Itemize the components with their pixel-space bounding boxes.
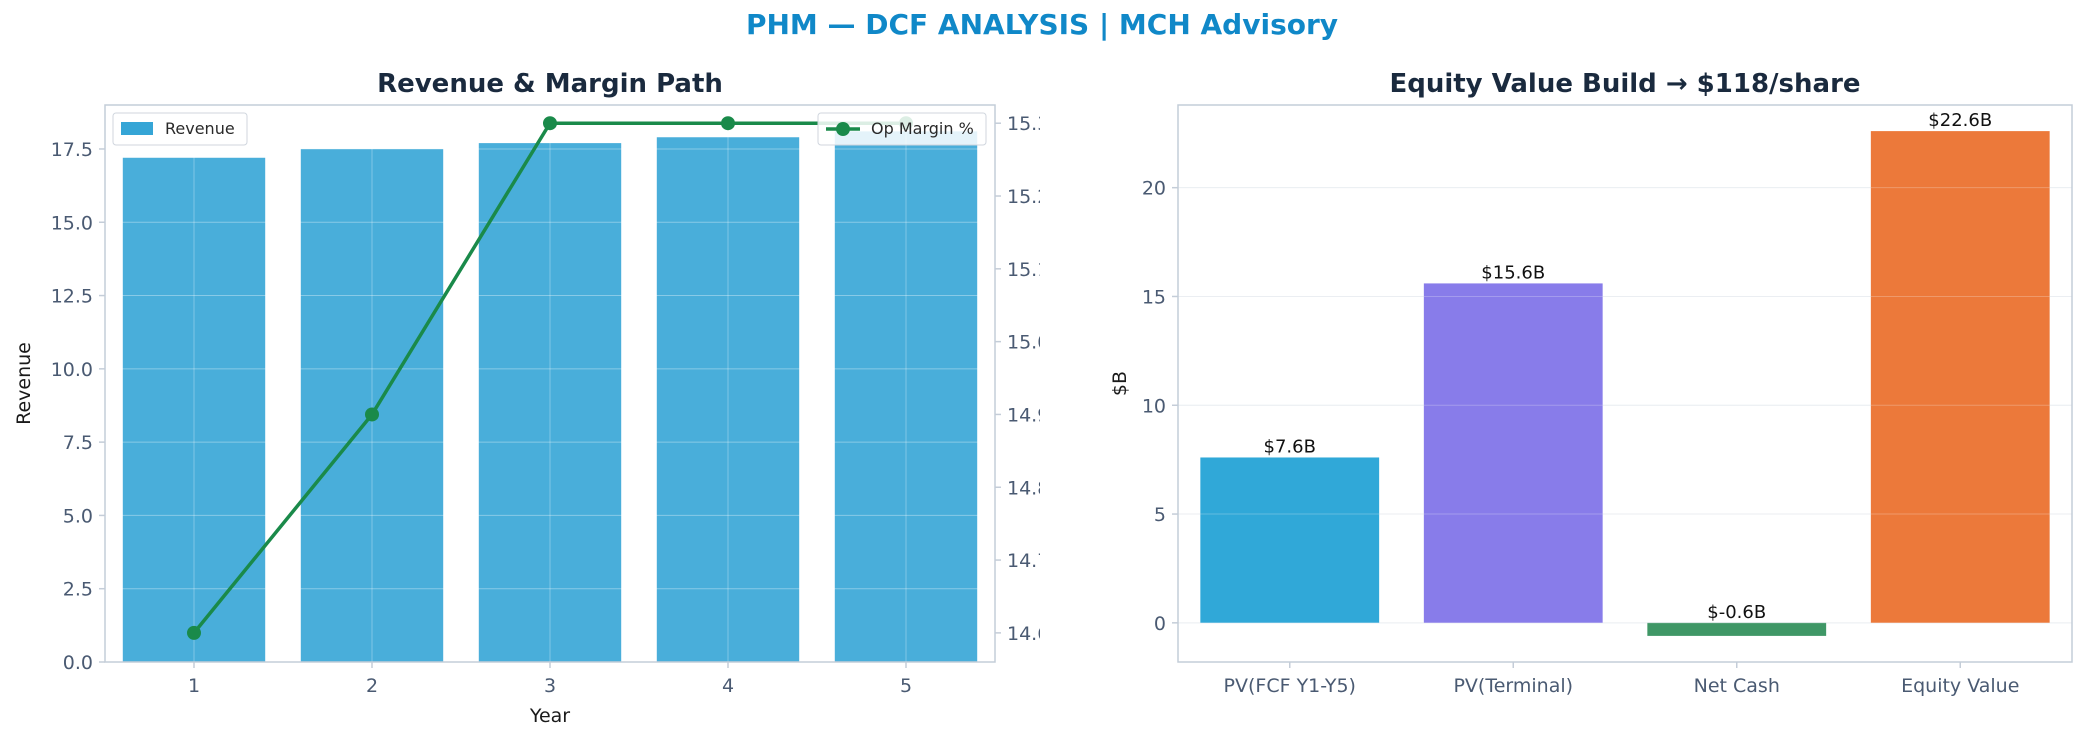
data-label: $-0.6B xyxy=(1707,602,1766,623)
legend-label: Op Margin % xyxy=(871,119,974,138)
y-tick-label: 15.0 xyxy=(51,212,93,234)
y-tick-label: 0 xyxy=(1154,613,1166,635)
x-tick-label: 1 xyxy=(188,675,200,697)
y-tick-label: 15 xyxy=(1142,286,1166,308)
y2-tick-label: 14.9 xyxy=(1007,404,1040,426)
revenue-bar xyxy=(122,157,266,662)
x-tick-label: 4 xyxy=(722,675,734,697)
equity-bar xyxy=(1200,457,1380,623)
revenue-margin-chart: Revenue & Margin Path 0.0 2.5 5.0 7.5 10.0 12.… xyxy=(13,69,1040,727)
y2-tick-label: 15.3 xyxy=(1007,113,1040,135)
legend-revenue: Revenue xyxy=(112,112,248,146)
equity-bar xyxy=(1870,131,2050,623)
x-tick-label: PV(FCF Y1-Y5) xyxy=(1224,675,1356,697)
x-tick-label: 3 xyxy=(544,675,556,697)
page-title: PHM — DCF ANALYSIS | MCH Advisory xyxy=(745,8,1339,41)
y-tick-label: 20 xyxy=(1142,178,1166,200)
data-label: $22.6B xyxy=(1928,110,1992,131)
op-margin-point xyxy=(543,116,557,131)
equity-bar xyxy=(1423,283,1603,623)
op-margin-point xyxy=(721,116,735,131)
y-tick-label: 12.5 xyxy=(51,286,93,308)
x-tick-label: PV(Terminal) xyxy=(1453,675,1573,697)
data-label: $15.6B xyxy=(1481,262,1545,283)
x-tick-label: Net Cash xyxy=(1694,675,1780,697)
equity-value-chart: Equity Value Build → $118/share $7.6B $15.… xyxy=(1109,69,2073,697)
y2-tick-label: 15.0 xyxy=(1007,332,1040,354)
y-axis-label: $B xyxy=(1109,371,1131,396)
y-tick-label: 10.0 xyxy=(51,359,93,381)
y2-tick-label: 14.7 xyxy=(1007,550,1040,572)
y-tick-label: 5.0 xyxy=(63,505,93,527)
revenue-bar xyxy=(300,148,444,662)
y-tick-label: 5 xyxy=(1154,504,1166,526)
plot-frame xyxy=(1177,104,2073,663)
chart-title: Equity Value Build → $118/share xyxy=(1389,69,1860,99)
op-margin-point xyxy=(187,625,201,640)
legend-label: Revenue xyxy=(165,119,235,138)
y-tick-label: 10 xyxy=(1142,395,1166,417)
legend-op-margin: Op Margin % xyxy=(817,112,987,146)
revenue-bar xyxy=(656,137,800,662)
legend-box xyxy=(817,112,987,146)
x-tick-label: Equity Value xyxy=(1901,675,2019,697)
revenue-bar xyxy=(834,131,978,662)
y-axis-label: Revenue xyxy=(13,342,35,425)
op-margin-point xyxy=(365,407,379,422)
y2-tick-label: 15.1 xyxy=(1007,259,1040,281)
x-tick-label: 5 xyxy=(900,675,912,697)
y2-tick-label: 14.6 xyxy=(1007,623,1040,645)
y-tick-label: 0.0 xyxy=(63,652,93,674)
y-tick-label: 7.5 xyxy=(63,432,93,454)
legend-swatch xyxy=(121,122,153,135)
chart-title: Revenue & Margin Path xyxy=(377,69,723,99)
data-label: $7.6B xyxy=(1264,436,1316,457)
equity-bar xyxy=(1647,622,1827,636)
x-tick-label: 2 xyxy=(366,675,378,697)
y-tick-label: 17.5 xyxy=(51,139,93,161)
y2-tick-label: 14.8 xyxy=(1007,477,1040,499)
revenue-bar xyxy=(478,143,622,662)
legend-marker xyxy=(836,122,850,136)
x-axis-label: Year xyxy=(529,705,570,727)
legend-box xyxy=(112,112,248,146)
y-tick-label: 2.5 xyxy=(63,579,93,601)
y2-tick-label: 15.2 xyxy=(1007,186,1040,208)
